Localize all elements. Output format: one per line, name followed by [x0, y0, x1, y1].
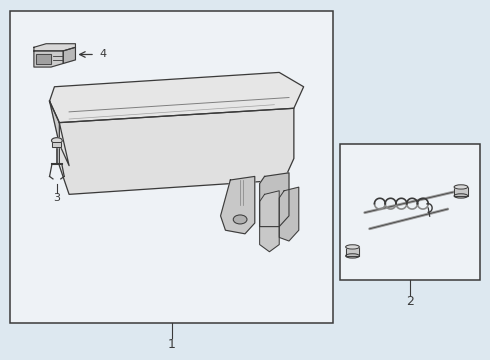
Polygon shape [260, 173, 289, 226]
Bar [340, 144, 480, 280]
Bar [52, 142, 61, 147]
Polygon shape [49, 72, 304, 123]
Polygon shape [260, 191, 279, 252]
Polygon shape [279, 187, 299, 241]
Bar [36, 54, 51, 64]
Text: 4: 4 [100, 49, 107, 59]
Bar [10, 12, 333, 323]
Bar [454, 187, 468, 196]
Text: 3: 3 [53, 193, 60, 203]
Bar [36, 54, 51, 64]
Text: 1: 1 [168, 338, 175, 351]
Bar [345, 247, 359, 256]
Bar [345, 247, 359, 256]
Ellipse shape [454, 194, 468, 198]
Ellipse shape [51, 138, 62, 143]
Polygon shape [49, 101, 69, 166]
Polygon shape [59, 108, 294, 194]
Bar [52, 142, 61, 147]
Polygon shape [220, 176, 255, 234]
Polygon shape [63, 47, 75, 63]
Polygon shape [34, 44, 75, 51]
Bar [454, 187, 468, 196]
Ellipse shape [345, 245, 359, 249]
Text: 2: 2 [406, 296, 414, 309]
Ellipse shape [345, 254, 359, 258]
Ellipse shape [233, 215, 247, 224]
Ellipse shape [454, 185, 468, 189]
Polygon shape [34, 51, 63, 67]
